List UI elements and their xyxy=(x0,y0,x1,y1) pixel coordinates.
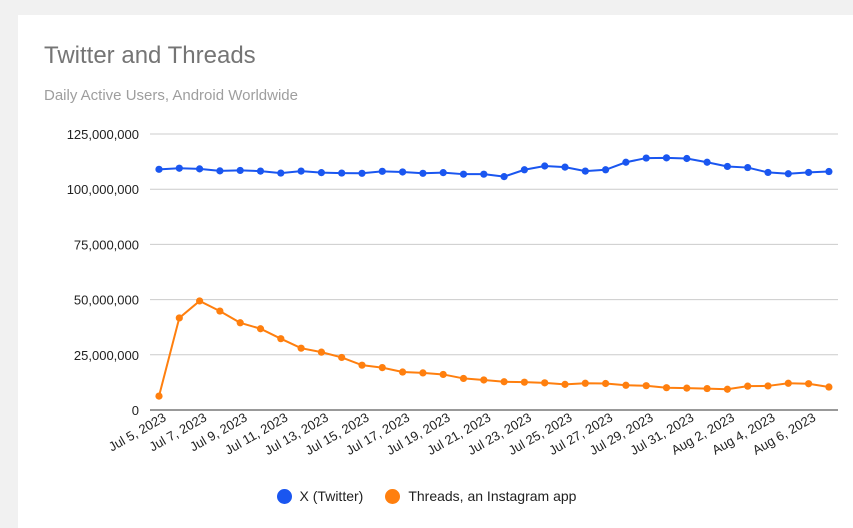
legend-label-x-twitter: X (Twitter) xyxy=(299,488,364,504)
data-point-0-33 xyxy=(825,167,833,176)
data-point-0-1 xyxy=(175,164,183,172)
data-point-1-21 xyxy=(581,379,589,387)
data-point-1-17 xyxy=(500,378,508,386)
data-point-0-18 xyxy=(520,166,529,174)
data-point-0-30 xyxy=(764,168,772,177)
data-point-0-5 xyxy=(256,167,265,175)
y-tick-label: 50,000,000 xyxy=(74,293,139,308)
data-point-1-24 xyxy=(642,382,650,390)
data-point-0-21 xyxy=(581,167,589,175)
data-point-0-4 xyxy=(236,166,244,175)
data-point-1-27 xyxy=(703,384,711,393)
data-point-0-23 xyxy=(622,158,630,166)
data-point-0-32 xyxy=(805,168,813,177)
data-point-1-31 xyxy=(784,379,792,387)
data-point-0-6 xyxy=(277,169,285,177)
data-point-1-13 xyxy=(419,369,427,377)
data-point-1-26 xyxy=(683,384,691,392)
data-point-0-24 xyxy=(642,154,650,162)
legend-marker-threads xyxy=(385,488,401,504)
data-point-1-14 xyxy=(439,370,447,379)
data-point-1-11 xyxy=(378,364,386,372)
data-point-0-15 xyxy=(459,170,468,178)
data-point-0-2 xyxy=(196,165,204,173)
chart-subtitle: Daily Active Users, Android Worldwide xyxy=(44,87,298,104)
data-point-1-7 xyxy=(297,344,305,352)
y-tick-label: 0 xyxy=(132,403,139,418)
data-point-1-3 xyxy=(216,307,224,315)
y-tick-label: 100,000,000 xyxy=(67,182,139,197)
data-point-0-12 xyxy=(399,168,407,176)
data-point-1-9 xyxy=(338,353,346,362)
chart-legend: X (Twitter) Threads, an Instagram app xyxy=(0,488,853,504)
data-point-0-11 xyxy=(378,167,386,175)
data-point-1-25 xyxy=(662,384,671,392)
data-point-0-26 xyxy=(683,154,691,163)
y-tick-label: 25,000,000 xyxy=(74,348,139,363)
data-point-0-25 xyxy=(662,154,671,162)
data-point-1-1 xyxy=(175,314,183,322)
y-tick-label: 75,000,000 xyxy=(74,237,139,252)
data-point-0-7 xyxy=(297,167,305,175)
data-point-1-33 xyxy=(825,383,833,391)
data-point-1-28 xyxy=(723,385,732,393)
data-point-1-8 xyxy=(317,348,325,356)
data-point-0-29 xyxy=(744,163,752,172)
data-point-1-6 xyxy=(277,335,285,343)
data-point-1-15 xyxy=(459,374,468,383)
data-point-1-19 xyxy=(541,379,549,387)
data-point-0-16 xyxy=(480,170,488,178)
legend-label-threads: Threads, an Instagram app xyxy=(408,488,577,504)
data-point-0-19 xyxy=(541,162,549,170)
data-point-0-13 xyxy=(419,169,427,177)
data-point-1-30 xyxy=(764,382,772,390)
data-point-0-17 xyxy=(500,173,508,181)
data-point-1-18 xyxy=(520,378,529,386)
data-point-1-29 xyxy=(744,382,752,390)
data-point-1-2 xyxy=(196,297,204,305)
data-point-0-22 xyxy=(602,166,610,174)
data-point-0-20 xyxy=(561,163,569,171)
data-point-0-3 xyxy=(216,167,224,175)
data-point-0-27 xyxy=(703,158,711,166)
data-point-1-20 xyxy=(561,380,569,388)
data-point-1-16 xyxy=(480,376,488,384)
data-point-1-0 xyxy=(155,392,163,400)
chart-card xyxy=(18,15,853,528)
series-line-1 xyxy=(158,299,830,397)
chart-title: Twitter and Threads xyxy=(44,42,256,69)
legend-item-threads[interactable]: Threads, an Instagram app xyxy=(385,488,576,504)
data-point-1-5 xyxy=(256,325,265,333)
data-point-0-8 xyxy=(317,169,325,177)
y-tick-label: 125,000,000 xyxy=(67,127,139,142)
data-point-0-14 xyxy=(439,169,447,177)
legend-item-x-twitter[interactable]: X (Twitter) xyxy=(276,488,364,504)
legend-marker-x-twitter xyxy=(276,488,292,504)
data-point-0-31 xyxy=(784,170,792,178)
data-point-1-12 xyxy=(399,368,407,376)
data-point-0-28 xyxy=(723,162,732,171)
data-point-1-4 xyxy=(236,319,244,327)
data-point-1-22 xyxy=(602,379,610,388)
data-point-1-32 xyxy=(805,380,813,388)
data-point-0-10 xyxy=(358,169,366,177)
data-point-1-23 xyxy=(622,381,630,389)
data-point-0-0 xyxy=(155,165,163,173)
data-point-0-9 xyxy=(338,169,346,177)
data-point-1-10 xyxy=(358,361,366,369)
series-line-0 xyxy=(158,156,829,178)
